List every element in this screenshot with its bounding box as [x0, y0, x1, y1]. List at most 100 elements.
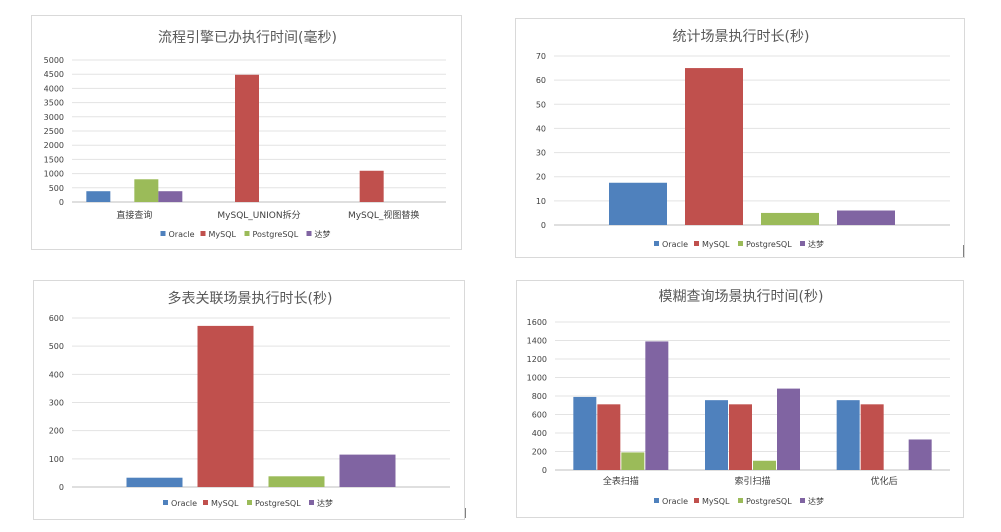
bar-mysql [597, 404, 621, 470]
legend-swatch [738, 498, 743, 503]
chart-svg-statistics: 统计场景执行时长(秒) 0 10 20 30 40 50 60 70 Oracle MySQL Pos… [536, 29, 950, 249]
legend-swatch [654, 241, 659, 246]
legend-swatch [163, 500, 168, 505]
y-tick-label: 4500 [44, 70, 64, 79]
legend-swatch [306, 231, 312, 236]
bar-postgresql [753, 460, 776, 470]
legend-swatch [800, 241, 805, 246]
bar-oracle [705, 400, 728, 470]
chart-title: 统计场景执行时长(秒) [673, 29, 810, 45]
y-tick-label: 5000 [44, 56, 64, 65]
legend-swatch [247, 500, 252, 505]
legend-swatch [244, 231, 250, 236]
y-tick-label: 3500 [44, 99, 64, 108]
x-category-label: 优化后 [871, 475, 898, 487]
y-tick-label: 0 [542, 466, 547, 475]
legend-label: Oracle [169, 230, 195, 239]
bar-达梦 [158, 191, 183, 202]
bar-mysql [235, 74, 259, 202]
legend-swatch [694, 498, 699, 503]
bar-oracle [573, 396, 597, 470]
bar-达梦 [339, 454, 396, 487]
legend-label: Oracle [662, 240, 688, 249]
y-tick-label: 50 [536, 100, 546, 109]
y-tick-label: 30 [536, 149, 546, 158]
legend-label: Oracle [171, 499, 197, 508]
divider-mark [963, 245, 964, 257]
y-tick-label: 0 [59, 198, 64, 207]
bar-mysql [359, 170, 384, 202]
legend-label: PostgreSQL [746, 240, 792, 249]
chart-panel-3: 多表关联场景执行时长(秒) 0 100 200 300 400 500 600 Oracle My… [33, 280, 465, 520]
legend-label: PostgreSQL [255, 499, 301, 508]
bar-达梦 [777, 388, 800, 470]
x-category-label: 全表扫描 [603, 475, 639, 487]
legend-swatch [309, 500, 314, 505]
y-tick-label: 70 [536, 52, 546, 61]
y-tick-label: 800 [532, 392, 547, 401]
y-tick-label: 500 [49, 342, 64, 351]
y-tick-label: 300 [49, 399, 64, 408]
y-tick-label: 3000 [44, 113, 64, 122]
divider-mark [465, 508, 466, 518]
y-tick-label: 20 [536, 173, 546, 182]
y-tick-label: 400 [532, 429, 547, 438]
legend-label: 达梦 [808, 496, 824, 506]
bar-oracle [836, 400, 860, 470]
y-tick-label: 0 [59, 483, 64, 492]
bar-mysql [685, 68, 743, 225]
y-tick-label: 1500 [44, 155, 64, 164]
chart-panel-2: 统计场景执行时长(秒) 0 10 20 30 40 50 60 70 Oracle MySQL Pos… [515, 18, 965, 258]
y-tick-label: 10 [536, 197, 546, 206]
y-tick-label: 1400 [527, 337, 547, 346]
bar-postgresql [268, 476, 325, 487]
chart-title: 模糊查询场景执行时间(秒) [659, 289, 824, 305]
legend-label: 达梦 [808, 239, 824, 249]
chart-title: 流程引擎已办执行时间(毫秒) [158, 29, 337, 46]
y-tick-label: 4000 [44, 84, 64, 93]
y-tick-label: 2000 [44, 141, 64, 150]
x-category-label: 索引扫描 [734, 475, 770, 487]
y-tick-label: 0 [541, 221, 546, 230]
y-tick-label: 100 [49, 455, 64, 464]
x-category-label: 直接查询 [116, 209, 152, 221]
legend-swatch [800, 498, 805, 503]
legend-label: MySQL [702, 497, 730, 506]
y-tick-label: 40 [536, 124, 546, 133]
legend-label: PostgreSQL [253, 230, 299, 239]
y-tick-label: 2500 [44, 127, 64, 136]
y-tick-label: 1000 [44, 170, 64, 179]
y-tick-label: 200 [532, 448, 547, 457]
legend-label: PostgreSQL [746, 497, 792, 506]
bar-oracle [86, 191, 111, 202]
legend-label: MySQL [209, 230, 237, 239]
x-category-label: MySQL_视图替换 [348, 209, 419, 221]
y-tick-label: 200 [49, 427, 64, 436]
bar-达梦 [908, 439, 932, 470]
y-tick-label: 1000 [527, 374, 547, 383]
legend-swatch [160, 231, 166, 236]
x-category-label: MySQL_UNION拆分 [217, 209, 300, 221]
chart-panel-4: 模糊查询场景执行时间(秒) 0 200 400 600 800 1000 1200 1400 16… [516, 280, 964, 518]
bar-mysql [860, 404, 884, 470]
y-tick-label: 400 [49, 370, 64, 379]
y-tick-label: 600 [532, 411, 547, 420]
bar-mysql [197, 325, 254, 487]
y-tick-label: 1200 [527, 355, 547, 364]
y-tick-label: 60 [536, 76, 546, 85]
bar-达梦 [645, 341, 669, 470]
y-tick-label: 600 [49, 314, 64, 323]
legend-swatch [203, 500, 208, 505]
chart-svg-fuzzy-query: 模糊查询场景执行时间(秒) 0 200 400 600 800 1000 1200 1400 16… [527, 289, 950, 506]
bar-oracle [126, 477, 183, 487]
legend-label: MySQL [702, 240, 730, 249]
chart-title: 多表关联场景执行时长(秒) [168, 290, 333, 307]
chart-svg-multi-join: 多表关联场景执行时长(秒) 0 100 200 300 400 500 600 Oracle My… [49, 290, 450, 508]
y-tick-label: 500 [49, 184, 64, 193]
bar-postgresql [761, 212, 819, 225]
bar-postgresql [134, 179, 159, 202]
legend-label: 达梦 [315, 229, 331, 239]
legend-swatch [200, 231, 206, 236]
bar-oracle [609, 182, 667, 225]
bar-达梦 [837, 210, 895, 225]
